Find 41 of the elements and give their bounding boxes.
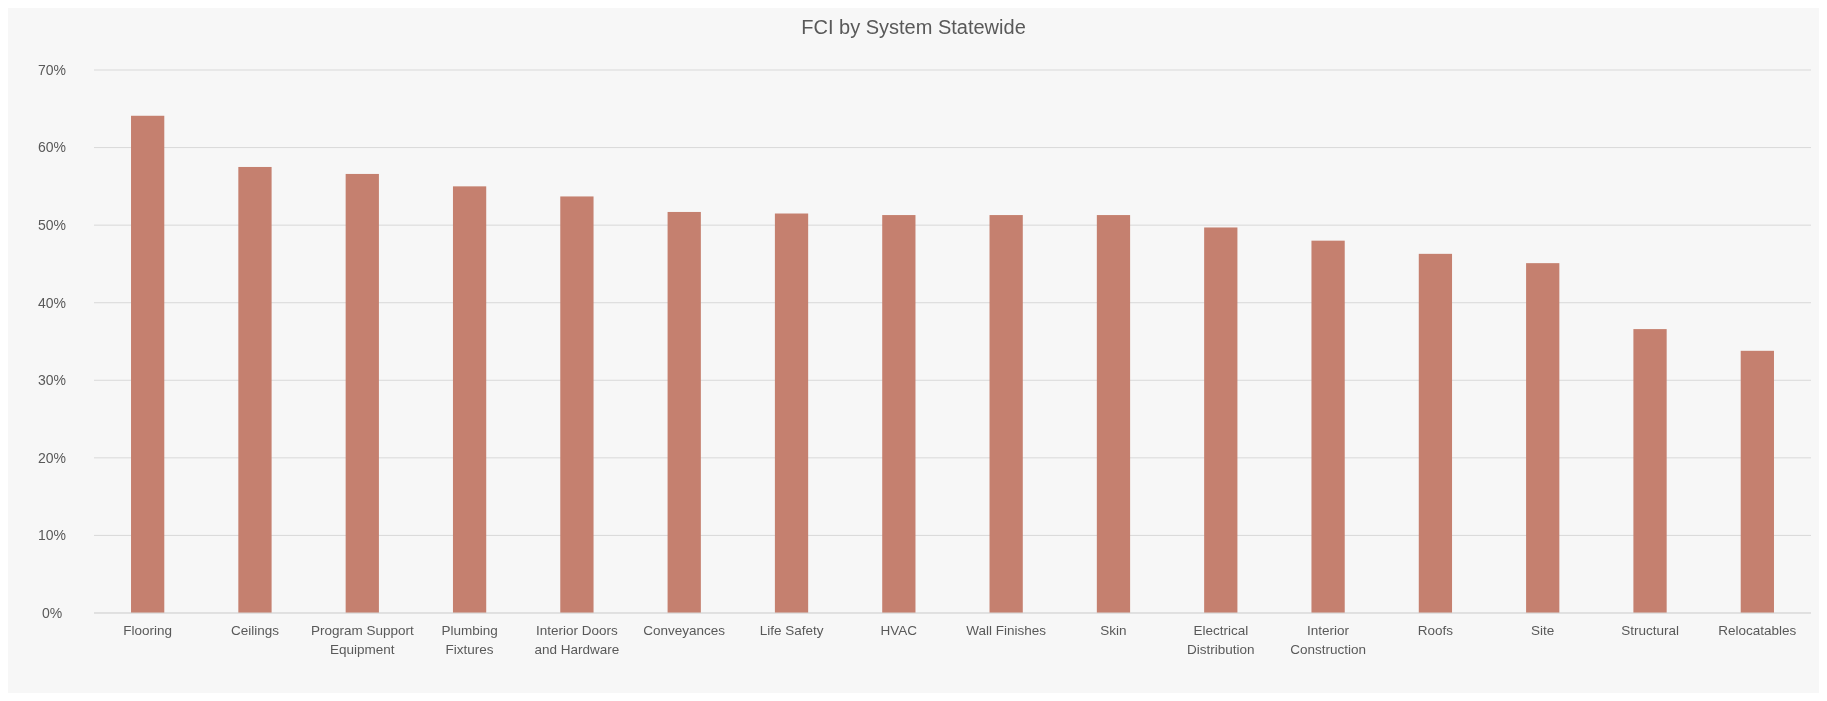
y-tick-label: 60% [37, 139, 67, 156]
x-tick-label: Conveyances [643, 623, 726, 638]
bar [1204, 227, 1238, 613]
bar [989, 215, 1023, 613]
bar [1418, 253, 1453, 613]
bar [667, 211, 701, 613]
chart-title: FCI by System Statewide [801, 16, 1026, 38]
bar [238, 166, 272, 613]
bar [1526, 263, 1560, 613]
y-tick-label: 0% [41, 604, 63, 621]
x-tick-label: Site [1531, 623, 1555, 638]
x-tick-label: Flooring [123, 623, 173, 638]
x-tick-label: Electrical Distribution [1187, 623, 1255, 657]
bar [1633, 329, 1667, 613]
bar [452, 186, 487, 613]
bar [882, 215, 916, 613]
x-tick-label: Structural [1621, 623, 1679, 638]
bar [1096, 215, 1131, 613]
y-tick-label: 10% [37, 527, 67, 544]
x-tick-label: Interior Doors and Hardware [534, 623, 620, 657]
x-tick-label: Relocatables [1718, 623, 1797, 638]
x-tick-label: Ceilings [230, 623, 280, 638]
bar [1311, 240, 1345, 613]
bar [345, 173, 379, 613]
x-tick-label: Roofs [1417, 623, 1454, 638]
x-tick-label: Program Support Equipment [310, 623, 414, 657]
y-tick-label: 40% [37, 294, 67, 311]
x-tick-label: Life Safety [759, 623, 824, 638]
x-tick-label: HVAC [880, 623, 918, 638]
x-tick-label: Interior Construction [1290, 623, 1366, 657]
bar [560, 196, 594, 613]
bar [774, 213, 809, 613]
y-tick-label: 70% [37, 61, 67, 78]
x-tick-label: Plumbing Fixtures [441, 623, 498, 657]
x-tick-label: Wall Finishes [966, 623, 1047, 638]
x-tick-label: Skin [1100, 623, 1127, 638]
y-tick-label: 50% [37, 217, 67, 234]
y-tick-label: 20% [37, 449, 67, 466]
bar [131, 115, 165, 613]
bar [1740, 350, 1774, 613]
y-tick-label: 30% [37, 372, 67, 389]
